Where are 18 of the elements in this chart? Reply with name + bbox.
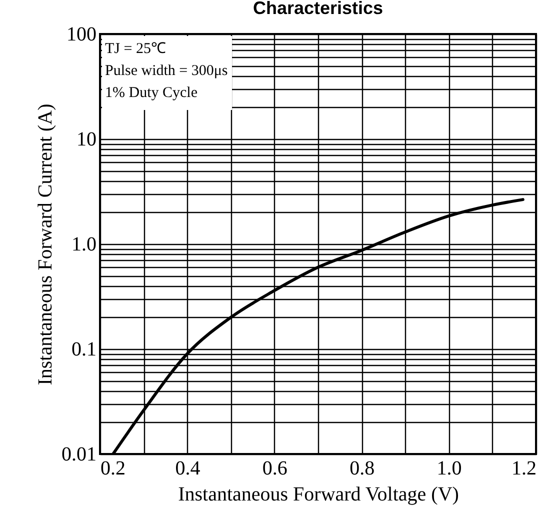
note-box: TJ = 25℃ Pulse width = 300μs 1% Duty Cycle xyxy=(102,36,232,110)
y-tick-label: 10 xyxy=(76,128,96,150)
y-tick-label: 100 xyxy=(66,24,96,46)
annotation: TJ = 25℃ xyxy=(105,40,167,59)
y-tick-label: 1.0 xyxy=(72,234,96,256)
y-tick-label: 0.1 xyxy=(72,338,96,360)
y-axis-title: Instantaneous Forward Current (A) xyxy=(34,104,56,386)
x-axis-title: Instantaneous Forward Voltage (V) xyxy=(178,484,459,506)
x-tick-label: 0.4 xyxy=(175,458,200,480)
x-tick-label: 1.2 xyxy=(512,458,536,480)
x-tick-label: 1.0 xyxy=(436,458,462,480)
x-tick-label: 0.2 xyxy=(100,458,126,480)
x-tick-label: 0.8 xyxy=(350,458,375,480)
annotation: 1% Duty Cycle xyxy=(105,84,198,103)
y-tick-label: 0.01 xyxy=(62,444,96,466)
chart-title: Characteristics xyxy=(252,0,384,18)
annotation: Pulse width = 300μs xyxy=(105,62,228,81)
x-tick-label: 0.6 xyxy=(262,458,288,480)
